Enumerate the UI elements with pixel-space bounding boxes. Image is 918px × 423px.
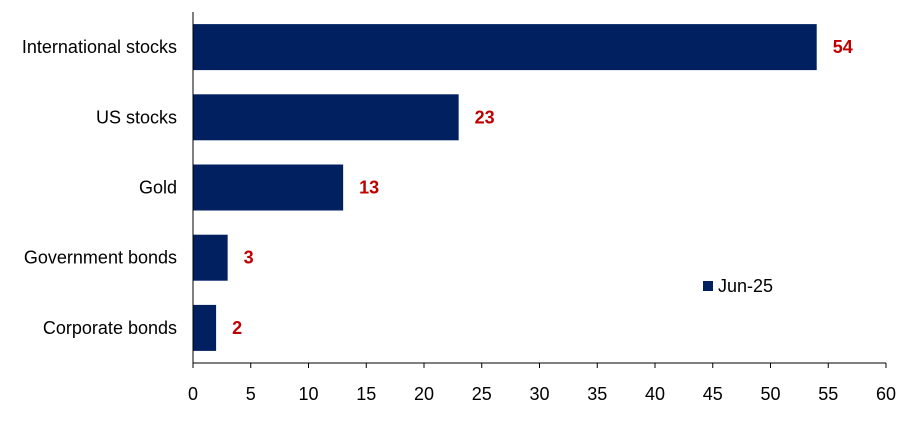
x-tick-label: 20 [414,384,434,404]
bar-corporate-bonds [193,304,217,351]
x-tick-label: 15 [356,384,376,404]
data-label-corporate-bonds: 2 [232,318,242,338]
bar-us-stocks [193,94,459,141]
x-tick-label: 45 [703,384,723,404]
data-label-gold: 13 [359,178,379,198]
category-labels-group: International stocks US stocks Gold Governm… [22,37,177,338]
x-tick-label: 10 [298,384,318,404]
bar-international-stocks [193,24,817,71]
category-label-international-stocks: International stocks [22,37,177,57]
bar-government-bonds [193,234,228,281]
category-label-us-stocks: US stocks [96,107,177,127]
x-tick-label: 40 [645,384,665,404]
x-tick-label: 50 [760,384,780,404]
category-label-gold: Gold [139,178,177,198]
legend: Jun-25 [703,276,773,296]
legend-label: Jun-25 [718,276,773,296]
x-tick-label: 60 [876,384,896,404]
data-label-government-bonds: 3 [244,248,254,268]
x-tick-label: 30 [529,384,549,404]
x-tick-label: 55 [818,384,838,404]
x-tick-label: 0 [188,384,198,404]
data-label-international-stocks: 54 [833,37,853,57]
data-labels-group: 54 23 13 3 2 [232,37,853,338]
bar-gold [193,164,344,211]
x-tick-label: 25 [472,384,492,404]
bars-group [193,24,817,351]
category-label-government-bonds: Government bonds [24,248,177,268]
data-label-us-stocks: 23 [475,107,495,127]
legend-swatch [703,281,713,291]
x-ticks-group: 0 5 10 15 20 25 30 35 40 45 50 55 60 [188,363,896,404]
x-tick-label: 5 [246,384,256,404]
x-tick-label: 35 [587,384,607,404]
category-label-corporate-bonds: Corporate bonds [43,318,177,338]
